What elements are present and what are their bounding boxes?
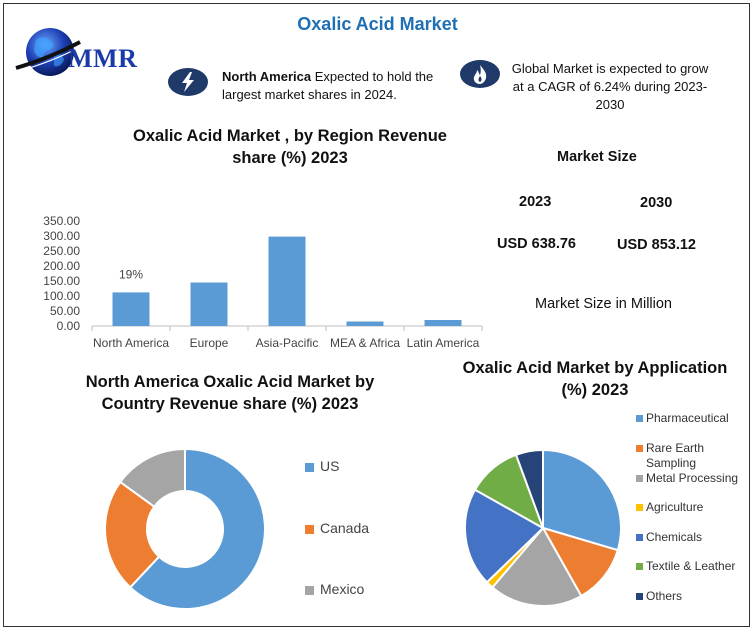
- value-2023: USD 638.76: [497, 236, 576, 252]
- legend-swatch: [636, 593, 643, 600]
- x-tick-label: Latin America: [407, 336, 480, 350]
- bar-chart-title: Oxalic Acid Market , by Region Revenue s…: [133, 127, 447, 167]
- application-pie-chart: [464, 448, 622, 607]
- legend-swatch: [305, 525, 314, 534]
- logo-text: MMR: [68, 44, 138, 73]
- slice-pharmaceutical: [542, 448, 622, 552]
- legend-swatch: [636, 475, 643, 482]
- y-tick-label: 300.00: [43, 229, 80, 243]
- y-tick-label: 250.00: [43, 244, 80, 258]
- x-tick-label: North America: [93, 336, 169, 350]
- global-cagr-info: Global Market is expected to grow at a C…: [511, 61, 709, 112]
- slice-chemicals: [464, 488, 545, 584]
- mmr-logo: [15, 28, 83, 76]
- legend-label-us: US: [320, 458, 340, 474]
- lightning-badge: [168, 68, 208, 96]
- bar-asia-pacific: [268, 236, 306, 326]
- market-size-heading: Market Size: [557, 149, 637, 165]
- legend-swatch: [305, 463, 314, 472]
- y-tick-label: 150.00: [43, 274, 80, 288]
- legend-label-metal-processing: Metal Processing: [646, 471, 739, 485]
- market-size-unit-note: Market Size in Million: [535, 296, 672, 312]
- slice-canada: [104, 480, 161, 589]
- region-bar-chart: 0.0050.00100.00150.00200.00250.00300.003…: [43, 214, 483, 350]
- legend-label-textile-leather: Textile & Leather: [646, 559, 736, 573]
- legend-label-canada: Canada: [320, 520, 370, 536]
- north-america-bold: North America: [222, 69, 312, 84]
- year-2030-label: 2030: [640, 195, 673, 211]
- x-tick-label: Europe: [190, 336, 229, 350]
- legend-swatch: [636, 504, 643, 511]
- legend-swatch: [636, 563, 643, 570]
- infographic-frame: [3, 3, 750, 627]
- country-donut-chart: [104, 447, 266, 610]
- legend-label-agriculture: Agriculture: [646, 500, 704, 514]
- bar-europe: [190, 282, 228, 326]
- slice-others: [514, 448, 544, 529]
- legend-label-chemicals: Chemicals: [646, 530, 703, 544]
- north-america-text: Expected to hold the largest market shar…: [222, 69, 434, 102]
- legend-label-pharmaceutical: Pharmaceutical: [646, 411, 729, 425]
- legend-swatch: [636, 534, 643, 541]
- legend-label-others: Others: [646, 589, 683, 603]
- legend-label-mexico: Mexico: [320, 581, 365, 597]
- y-tick-label: 100.00: [43, 289, 80, 303]
- bar-mea-africa: [346, 321, 384, 326]
- legend-swatch: [636, 445, 643, 452]
- y-tick-label: 50.00: [50, 304, 80, 318]
- legend-swatch: [305, 586, 314, 595]
- slice-metal-processing: [491, 526, 583, 607]
- flame-badge: [460, 60, 500, 88]
- x-tick-label: MEA & Africa: [330, 336, 400, 350]
- flame-icon: [473, 65, 487, 84]
- y-tick-label: 0.00: [57, 319, 81, 333]
- pie-chart-title: Oxalic Acid Market by Application (%) 20…: [462, 359, 728, 399]
- value-2030: USD 853.12: [617, 237, 696, 253]
- lightning-icon: [182, 72, 194, 92]
- y-tick-label: 350.00: [43, 214, 80, 228]
- slice-mexico: [118, 447, 186, 509]
- y-tick-label: 200.00: [43, 259, 80, 273]
- legend-label-rare-earth-sampling: Rare Earth Sampling: [646, 441, 705, 470]
- north-america-info: North America Expected to hold the large…: [222, 68, 447, 104]
- slice-rare-earth-sampling: [540, 526, 620, 598]
- bar-annotation: 19%: [119, 267, 143, 281]
- donut-chart-title: North America Oxalic Acid Market by Coun…: [85, 373, 375, 413]
- x-tick-label: Asia-Pacific: [256, 336, 319, 350]
- bar-latin-america: [424, 320, 462, 326]
- legend-swatch: [636, 415, 643, 422]
- slice-us: [128, 447, 266, 610]
- bar-north-america: [112, 292, 150, 326]
- page-title: Oxalic Acid Market: [297, 14, 458, 34]
- year-2023-label: 2023: [519, 194, 552, 210]
